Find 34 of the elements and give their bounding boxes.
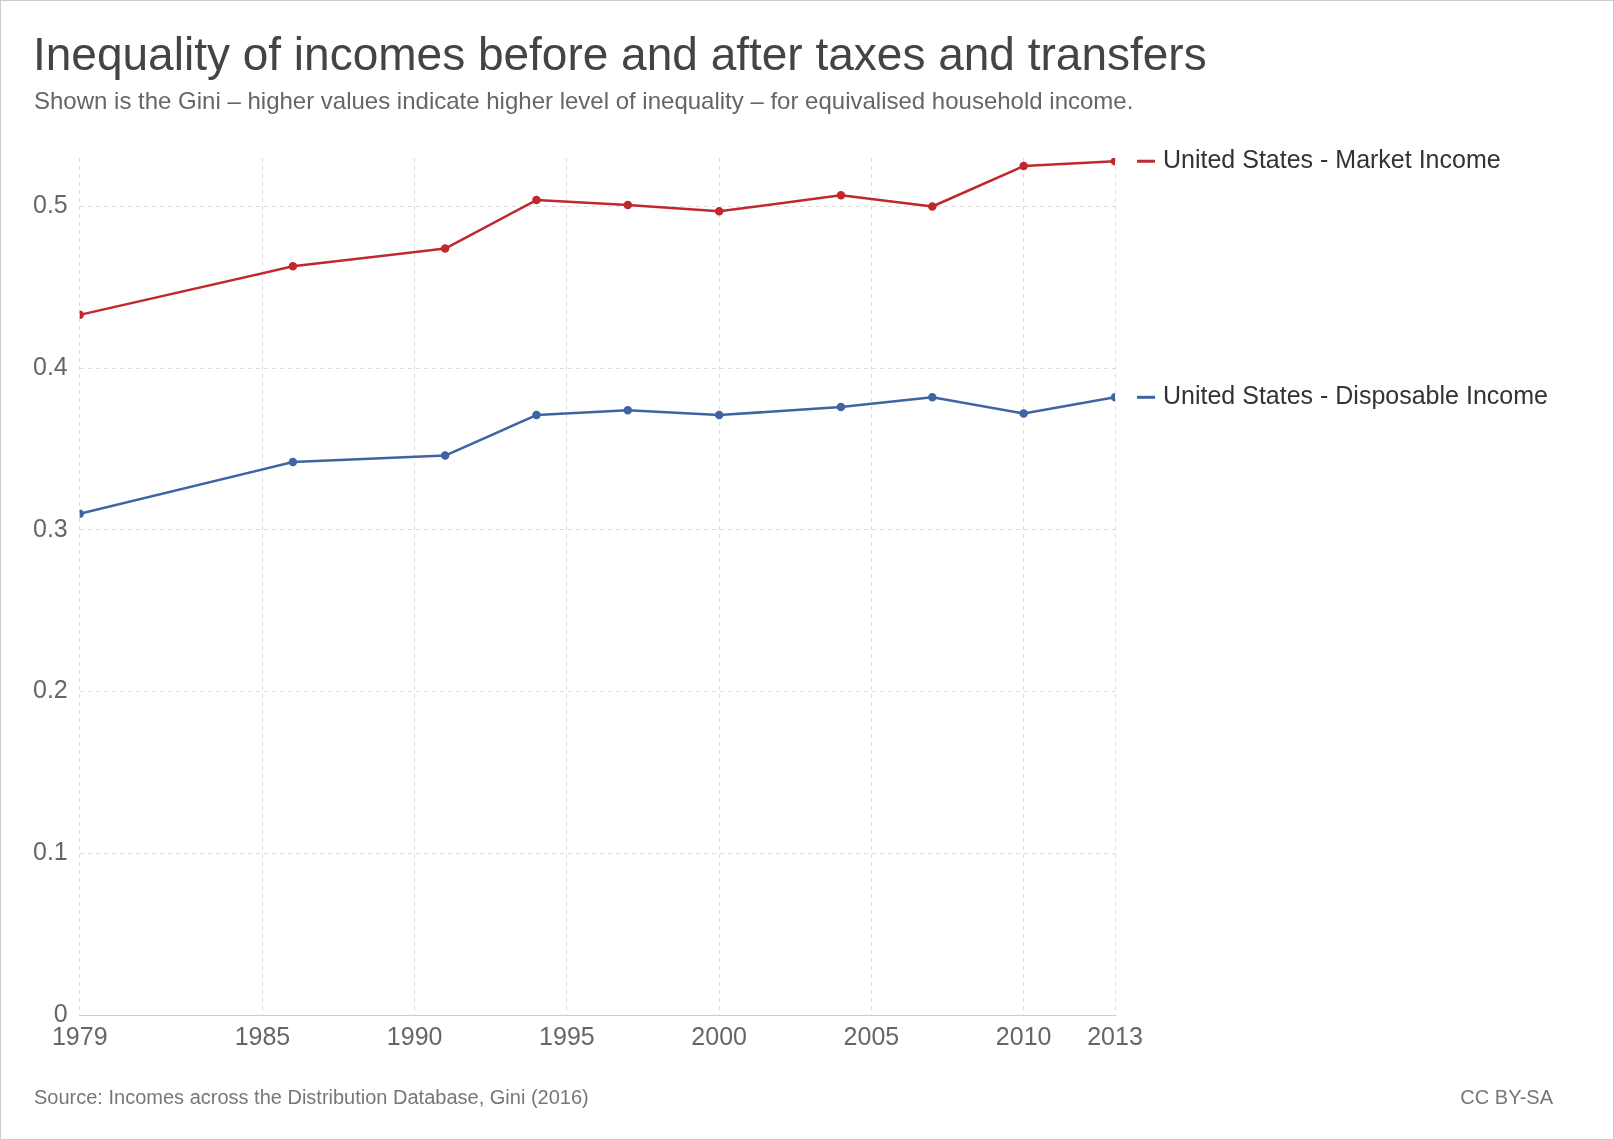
y-tick-label: 0.2 [32, 675, 68, 704]
point [623, 200, 633, 210]
x-tick-label: 2010 [995, 1021, 1052, 1050]
point [1019, 409, 1028, 418]
point [532, 410, 541, 420]
y-tick-label: 0.1 [32, 837, 68, 866]
text: CC BY-SA [1460, 1086, 1553, 1109]
legend-label: United States - Market Income [1163, 145, 1501, 174]
x-tick-label: 2005 [843, 1021, 900, 1050]
y-tick-label: 0.4 [32, 352, 68, 381]
point [440, 451, 450, 460]
chart-title: Inequality of incomes before and after taxes and transfers [33, 27, 1207, 81]
point [288, 457, 298, 467]
point [836, 402, 846, 412]
point [714, 207, 724, 216]
x-tick-label: 2000 [691, 1021, 747, 1050]
point [532, 195, 541, 205]
point [288, 262, 298, 271]
point [623, 406, 633, 415]
x-tick-label: 1985 [234, 1021, 291, 1050]
y-tick-label: 0.3 [32, 513, 68, 542]
point [928, 393, 937, 402]
x-tick-label: 1995 [539, 1021, 595, 1050]
point [714, 410, 724, 420]
legend-label: United States - Disposable Income [1163, 381, 1548, 410]
point [1019, 161, 1028, 171]
point [440, 244, 450, 253]
x-tick-label: 1990 [386, 1021, 443, 1050]
x-tick-label: 2013 [1087, 1021, 1143, 1050]
point [928, 202, 937, 211]
chart-subtitle: Shown is the Gini – higher values indicate higher level of inequality – for equivalised household income. [34, 87, 1134, 115]
y-tick-label: 0.5 [32, 190, 68, 219]
source-note: Source: Incomes across the Distribution Database, Gini (2016) [34, 1086, 589, 1109]
point [836, 190, 846, 200]
